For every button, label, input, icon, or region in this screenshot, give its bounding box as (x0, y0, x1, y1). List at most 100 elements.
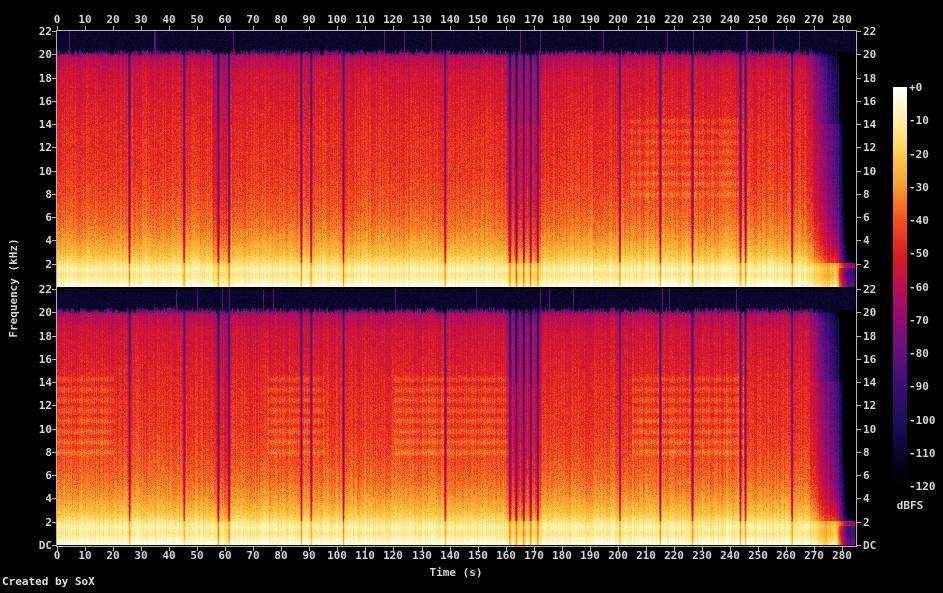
time-tick-label-bottom: 190 (580, 549, 600, 562)
freq-tick-right (857, 475, 861, 476)
freq-tick-label-left: 14 (38, 118, 52, 131)
freq-tick-right (857, 78, 861, 79)
freq-tick-label-right: 6 (863, 469, 870, 482)
time-tick-label-top: 160 (496, 13, 516, 26)
freq-tick-right (857, 54, 861, 55)
freq-tick-right (857, 264, 861, 265)
freq-tick-left-dc (52, 545, 56, 546)
freq-tick-label-left: 20 (38, 306, 52, 319)
time-tick-top (758, 26, 759, 30)
time-tick-label-bottom: 80 (274, 549, 288, 562)
freq-tick-left (52, 217, 56, 218)
time-tick-label-top: 60 (218, 13, 232, 26)
freq-tick-right (857, 405, 861, 406)
time-tick-label-bottom: 90 (302, 549, 316, 562)
freq-tick-label-right: 18 (863, 330, 877, 343)
freq-tick-label-left: 16 (38, 353, 52, 366)
time-tick-top (506, 26, 507, 30)
freq-tick-label-right-dc: DC (863, 539, 877, 552)
freq-tick-left (52, 336, 56, 337)
time-tick-bottom (113, 547, 114, 551)
time-tick-label-bottom: 10 (78, 549, 92, 562)
freq-tick-left (52, 289, 56, 290)
freq-tick-label-right: 12 (863, 399, 877, 412)
time-tick-bottom (758, 547, 759, 551)
freq-tick-label-right: 4 (863, 234, 870, 247)
time-tick-label-top: 100 (327, 13, 347, 26)
freq-tick-right (857, 289, 861, 290)
freq-tick-right (857, 452, 861, 453)
freq-tick-right (857, 498, 861, 499)
time-tick-bottom (506, 547, 507, 551)
freq-tick-right (857, 240, 861, 241)
freq-tick-label-right: 14 (863, 376, 877, 389)
freq-tick-label-left: 6 (45, 211, 52, 224)
time-tick-label-top: 20 (106, 13, 120, 26)
freq-tick-right (857, 147, 861, 148)
freq-tick-label-right: 10 (863, 165, 877, 178)
freq-tick-label-right: 8 (863, 446, 870, 459)
freq-tick-label-left: 8 (45, 188, 52, 201)
freq-tick-left (52, 78, 56, 79)
freq-tick-right (857, 194, 861, 195)
time-tick-top (646, 26, 647, 30)
time-tick-bottom (618, 547, 619, 551)
freq-tick-label-left: 22 (38, 283, 52, 296)
freq-tick-label-left: 4 (45, 492, 52, 505)
freq-tick-left (52, 124, 56, 125)
time-tick-bottom (842, 547, 843, 551)
time-tick-label-bottom: 40 (162, 549, 176, 562)
colorbar-tick-label: -40 (909, 214, 929, 227)
time-tick-top (702, 26, 703, 30)
colorbar-tick-label: -80 (909, 347, 929, 360)
time-tick-label-top: 230 (692, 13, 712, 26)
time-tick-label-top: 10 (78, 13, 92, 26)
freq-tick-left (52, 312, 56, 313)
time-tick-label-bottom: 270 (804, 549, 824, 562)
time-tick-label-bottom: 210 (636, 549, 656, 562)
freq-tick-label-left: 2 (45, 258, 52, 271)
freq-tick-left (52, 264, 56, 265)
time-tick-top (618, 26, 619, 30)
time-tick-label-bottom: 60 (218, 549, 232, 562)
time-tick-bottom (169, 547, 170, 551)
time-tick-bottom (281, 547, 282, 551)
time-tick-bottom (450, 547, 451, 551)
freq-tick-right (857, 171, 861, 172)
colorbar-tick-label: -120 (909, 480, 936, 493)
colorbar-gradient (893, 87, 907, 486)
freq-tick-left (52, 498, 56, 499)
time-tick-top (113, 26, 114, 30)
time-tick-label-top: 110 (355, 13, 375, 26)
time-tick-bottom (253, 547, 254, 551)
colorbar-tick-label: -50 (909, 247, 929, 261)
colorbar-tick-label: -70 (909, 313, 929, 327)
time-tick-bottom (225, 547, 226, 551)
x-axis-title: Time (s) (429, 566, 483, 579)
time-tick-label-top: 70 (246, 13, 260, 26)
time-tick-top (478, 26, 479, 30)
freq-tick-right (857, 124, 861, 125)
freq-tick-label-right: 20 (863, 48, 877, 61)
time-tick-bottom (197, 547, 198, 551)
bottom-axis-line (56, 546, 857, 547)
y-axis-title: Frequency (kHz) (7, 238, 20, 338)
freq-tick-label-left: 16 (38, 95, 52, 108)
time-tick-bottom (57, 547, 58, 551)
colorbar-tick-label: -30 (909, 180, 929, 194)
freq-tick-label-left: 18 (38, 330, 52, 343)
freq-tick-label-left: 2 (45, 516, 52, 529)
freq-tick-label-right: 12 (863, 141, 877, 154)
colorbar-tick-label: +0 (909, 81, 923, 94)
freq-tick-label-right: 16 (863, 95, 877, 108)
time-tick-label-top: 210 (636, 13, 656, 26)
time-tick-label-bottom: 250 (748, 549, 768, 562)
freq-tick-right (857, 336, 861, 337)
time-tick-label-bottom: 280 (832, 549, 852, 562)
time-tick-top (590, 26, 591, 30)
time-tick-label-bottom: 0 (53, 549, 61, 562)
freq-tick-label-left: 20 (38, 48, 52, 61)
time-tick-top (534, 26, 535, 30)
time-tick-label-top: 120 (383, 13, 403, 26)
